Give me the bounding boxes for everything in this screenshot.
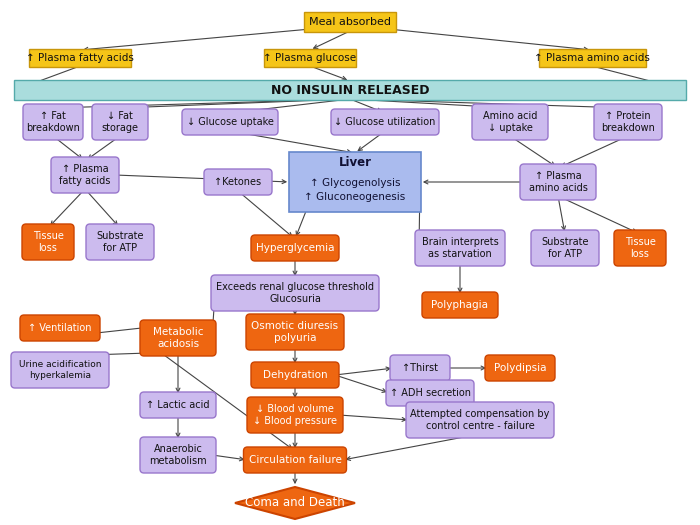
- FancyBboxPatch shape: [51, 157, 119, 193]
- FancyBboxPatch shape: [11, 352, 109, 388]
- FancyBboxPatch shape: [244, 447, 346, 473]
- FancyBboxPatch shape: [23, 104, 83, 140]
- FancyBboxPatch shape: [92, 104, 148, 140]
- Text: Substrate
for ATP: Substrate for ATP: [97, 231, 144, 253]
- Text: Tissue
loss: Tissue loss: [624, 237, 655, 259]
- Text: Attempted compensation by
control centre - failure: Attempted compensation by control centre…: [410, 409, 550, 431]
- FancyBboxPatch shape: [247, 397, 343, 433]
- Text: Meal absorbed: Meal absorbed: [309, 17, 391, 27]
- FancyBboxPatch shape: [211, 275, 379, 311]
- Text: ↓ Glucose uptake: ↓ Glucose uptake: [187, 117, 274, 127]
- Text: NO INSULIN RELEASED: NO INSULIN RELEASED: [271, 83, 429, 97]
- Text: Hyperglycemia: Hyperglycemia: [256, 243, 335, 253]
- FancyBboxPatch shape: [14, 80, 686, 100]
- Text: Coma and Death: Coma and Death: [245, 497, 345, 509]
- Text: ↑ Plasma
fatty acids: ↑ Plasma fatty acids: [60, 164, 111, 186]
- FancyBboxPatch shape: [415, 230, 505, 266]
- Text: Urine acidification
hyperkalemia: Urine acidification hyperkalemia: [19, 360, 102, 380]
- FancyBboxPatch shape: [251, 235, 339, 261]
- FancyBboxPatch shape: [304, 12, 396, 32]
- Text: ↑Ketones: ↑Ketones: [214, 177, 262, 187]
- Text: ↓ Blood volume
↓ Blood pressure: ↓ Blood volume ↓ Blood pressure: [253, 404, 337, 426]
- Text: Osmotic diuresis
polyuria: Osmotic diuresis polyuria: [251, 321, 339, 343]
- Text: Anaerobic
metabolism: Anaerobic metabolism: [149, 444, 206, 466]
- FancyBboxPatch shape: [538, 49, 645, 67]
- Text: ↑ Plasma
amino acids: ↑ Plasma amino acids: [528, 171, 587, 193]
- FancyBboxPatch shape: [386, 380, 474, 406]
- Text: ↑ Plasma amino acids: ↑ Plasma amino acids: [534, 53, 650, 63]
- FancyBboxPatch shape: [390, 355, 450, 381]
- FancyBboxPatch shape: [485, 355, 555, 381]
- Text: ↓ Fat
storage: ↓ Fat storage: [102, 111, 139, 133]
- Text: ↑ Ventilation: ↑ Ventilation: [28, 323, 92, 333]
- Text: ↑ Plasma glucose: ↑ Plasma glucose: [263, 53, 356, 63]
- FancyBboxPatch shape: [406, 402, 554, 438]
- Polygon shape: [235, 487, 355, 519]
- Text: Polydipsia: Polydipsia: [494, 363, 546, 373]
- FancyBboxPatch shape: [20, 315, 100, 341]
- Text: Tissue
loss: Tissue loss: [33, 231, 64, 253]
- Text: ↑Thirst: ↑Thirst: [402, 363, 438, 373]
- FancyBboxPatch shape: [331, 109, 439, 135]
- Text: Amino acid
↓ uptake: Amino acid ↓ uptake: [483, 111, 537, 133]
- FancyBboxPatch shape: [264, 49, 356, 67]
- Text: Exceeds renal glucose threshold
Glucosuria: Exceeds renal glucose threshold Glucosur…: [216, 282, 374, 304]
- FancyBboxPatch shape: [22, 224, 74, 260]
- Text: Polyphagia: Polyphagia: [431, 300, 489, 310]
- FancyBboxPatch shape: [182, 109, 278, 135]
- Text: Brain interprets
as starvation: Brain interprets as starvation: [421, 237, 498, 259]
- FancyBboxPatch shape: [204, 169, 272, 195]
- Text: ↑ Lactic acid: ↑ Lactic acid: [146, 400, 210, 410]
- FancyBboxPatch shape: [531, 230, 599, 266]
- Text: ↑ Protein
breakdown: ↑ Protein breakdown: [601, 111, 655, 133]
- Text: ↑ Fat
breakdown: ↑ Fat breakdown: [26, 111, 80, 133]
- FancyBboxPatch shape: [520, 164, 596, 200]
- Text: Metabolic
acidosis: Metabolic acidosis: [153, 327, 203, 349]
- Text: Dehydration: Dehydration: [262, 370, 328, 380]
- Text: ↑ ADH secretion: ↑ ADH secretion: [389, 388, 470, 398]
- Text: Substrate
for ATP: Substrate for ATP: [541, 237, 589, 259]
- FancyBboxPatch shape: [289, 152, 421, 212]
- FancyBboxPatch shape: [472, 104, 548, 140]
- FancyBboxPatch shape: [594, 104, 662, 140]
- FancyBboxPatch shape: [140, 320, 216, 356]
- FancyBboxPatch shape: [246, 314, 344, 350]
- FancyBboxPatch shape: [86, 224, 154, 260]
- Text: Liver: Liver: [339, 156, 372, 170]
- FancyBboxPatch shape: [614, 230, 666, 266]
- Text: ↑ Glycogenolysis
↑ Gluconeogenesis: ↑ Glycogenolysis ↑ Gluconeogenesis: [304, 178, 405, 202]
- Text: Circulation failure: Circulation failure: [248, 455, 342, 465]
- Text: ↓ Glucose utilization: ↓ Glucose utilization: [335, 117, 435, 127]
- FancyBboxPatch shape: [251, 362, 339, 388]
- FancyBboxPatch shape: [29, 49, 131, 67]
- FancyBboxPatch shape: [140, 437, 216, 473]
- FancyBboxPatch shape: [140, 392, 216, 418]
- Text: ↑ Plasma fatty acids: ↑ Plasma fatty acids: [26, 53, 134, 63]
- FancyBboxPatch shape: [422, 292, 498, 318]
